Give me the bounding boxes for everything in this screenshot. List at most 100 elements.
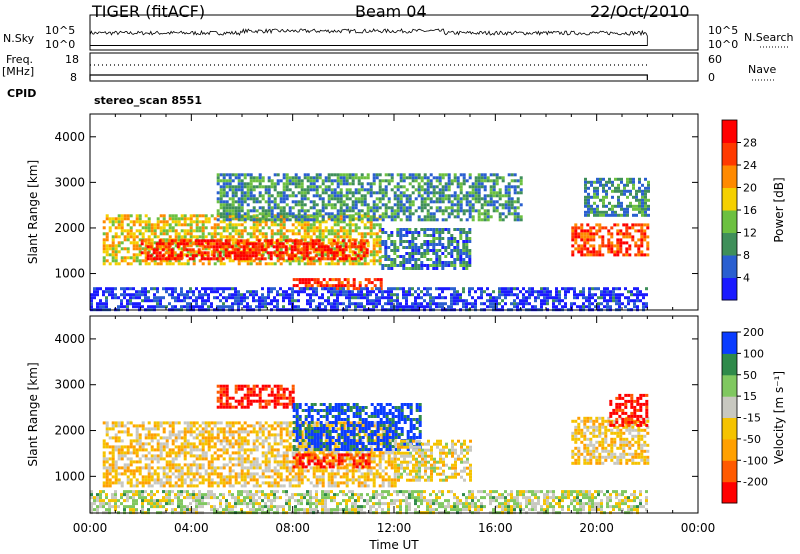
power-cell <box>285 185 289 189</box>
power-cell <box>216 176 220 180</box>
power-cell <box>540 299 543 303</box>
velocity-cell <box>237 457 241 461</box>
power-cell <box>252 215 256 219</box>
power-cell <box>144 223 148 227</box>
power-cell <box>546 293 549 297</box>
power-cell <box>492 194 496 198</box>
power-cell <box>381 264 385 267</box>
power-cell <box>222 206 226 210</box>
power-cell <box>114 262 118 266</box>
power-cell <box>593 195 596 199</box>
power-cell <box>342 203 346 207</box>
power-cell <box>261 206 265 210</box>
power-cell <box>306 218 310 222</box>
power-cell <box>288 218 292 222</box>
velocity-cell <box>285 454 289 458</box>
power-cell <box>447 212 451 216</box>
power-cell <box>264 209 268 213</box>
velocity-cell <box>138 436 142 440</box>
power-cell <box>591 302 594 306</box>
power-cell <box>174 223 178 227</box>
velocity-cell <box>252 475 256 479</box>
power-cell <box>486 293 489 297</box>
power-cell <box>176 257 180 261</box>
power-cell <box>420 305 423 309</box>
power-cell <box>362 239 366 243</box>
velocity-cell <box>135 424 139 428</box>
power-cell <box>459 218 463 222</box>
power-cell <box>373 278 377 282</box>
power-cell <box>228 287 231 291</box>
power-cell <box>357 200 361 204</box>
power-cell <box>363 256 367 260</box>
power-cell <box>171 293 174 297</box>
power-cell <box>441 218 445 222</box>
power-cell <box>643 238 647 242</box>
power-cell <box>339 173 343 177</box>
power-cell <box>498 215 502 219</box>
power-cell <box>414 176 418 180</box>
power-cell <box>129 302 132 306</box>
power-cell <box>349 284 353 288</box>
power-cell <box>192 290 195 294</box>
power-cell <box>558 302 561 306</box>
velocity-cell <box>153 469 157 473</box>
power-cell <box>346 287 350 291</box>
velocity-cell <box>225 442 229 446</box>
power-cell <box>444 197 448 201</box>
power-cell <box>165 287 168 291</box>
power-cell <box>390 206 394 210</box>
velocity-cell <box>189 454 193 458</box>
power-cell <box>378 235 382 239</box>
power-cell <box>216 197 220 201</box>
power-cell <box>249 185 253 189</box>
power-cell <box>426 243 430 246</box>
power-cell <box>140 242 144 246</box>
power-cell <box>315 229 319 233</box>
power-cell <box>405 194 409 198</box>
power-cell <box>300 179 304 183</box>
power-cell <box>291 290 294 294</box>
power-cell <box>618 293 621 297</box>
power-cell <box>348 305 351 309</box>
power-cell <box>158 239 162 243</box>
power-cell <box>330 191 334 195</box>
power-cell <box>114 293 117 297</box>
velocity-cell <box>243 460 247 464</box>
power-cell <box>102 256 106 260</box>
velocity-cell <box>117 421 121 425</box>
power-cell <box>447 179 451 183</box>
power-cell <box>453 215 457 219</box>
power-cell <box>603 299 606 303</box>
power-cell <box>303 235 307 239</box>
power-cell <box>350 242 354 246</box>
power-cell <box>622 241 626 245</box>
power-cell <box>237 244 241 248</box>
velocity-cell <box>201 445 205 449</box>
velocity-cell <box>243 421 247 425</box>
power-cell <box>327 194 331 198</box>
power-cell <box>263 239 267 243</box>
power-cell <box>285 188 289 192</box>
power-cell <box>372 302 375 306</box>
power-cell <box>462 287 465 291</box>
power-cell <box>288 179 292 183</box>
power-cell <box>471 182 475 186</box>
power-cell <box>600 290 603 294</box>
power-cell <box>373 284 377 288</box>
velocity-cell <box>162 445 166 449</box>
velocity-cell <box>192 424 196 428</box>
power-cell <box>462 173 466 177</box>
power-cell <box>132 287 135 291</box>
power-cell <box>356 254 360 258</box>
power-cell <box>333 247 337 251</box>
power-cell <box>516 185 520 189</box>
power-cell <box>498 218 502 222</box>
power-cell <box>387 237 391 240</box>
power-cell <box>441 290 444 294</box>
velocity-cell <box>177 478 181 482</box>
power-cell <box>534 305 537 309</box>
velocity-cell <box>126 478 130 482</box>
power-cell <box>435 258 439 261</box>
power-cell <box>111 244 115 248</box>
